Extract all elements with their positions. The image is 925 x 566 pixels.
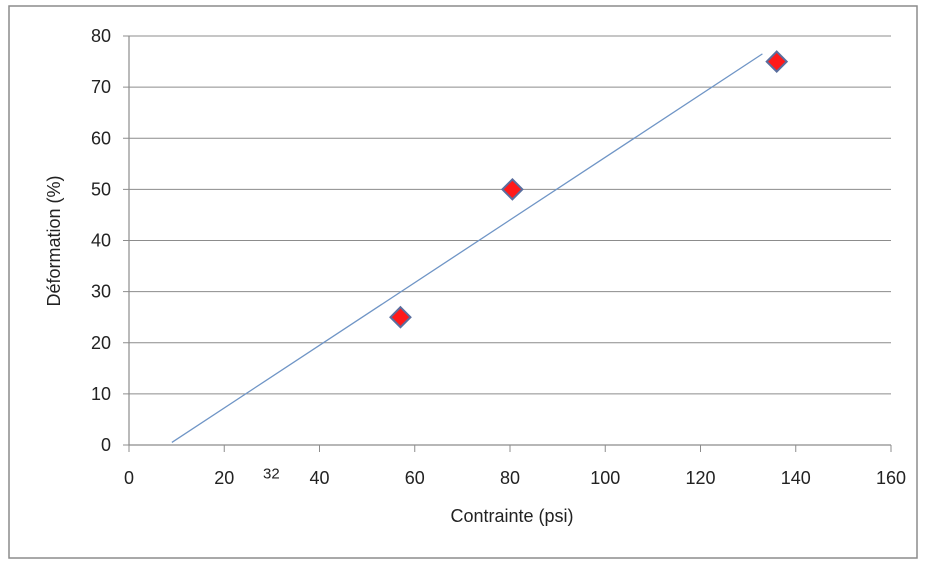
chart-outer-border [8,5,918,559]
y-axis-title: Déformation (%) [44,175,64,306]
tick-labels: 0 10 20 30 40 50 60 70 80 0 20 40 60 80 100 120 140 160 32 [91,26,906,488]
y-tick-label-10: 10 [91,384,111,404]
y-tick-label-0: 0 [101,435,111,455]
data-point-diamond-3 [765,50,789,73]
x-tick-label-160: 160 [876,468,906,488]
x-tick-label-140: 140 [781,468,811,488]
x-axis-title: Contrainte (psi) [450,506,573,526]
x-tick-label-20: 20 [214,468,234,488]
x-tick-label-0: 0 [124,468,134,488]
annotation-label-1: 32 [263,466,280,483]
y-tick-label-40: 40 [91,231,111,251]
x-tick-label-100: 100 [590,468,620,488]
x-tick-label-40: 40 [309,468,329,488]
trendline-layer [171,53,763,443]
y-tick-label-60: 60 [91,128,111,148]
y-tick-label-50: 50 [91,179,111,199]
y-tick-label-20: 20 [91,333,111,353]
linear-trendline [171,53,763,443]
data-point-diamond-1 [389,305,412,329]
data-points [389,50,789,329]
x-tick-label-60: 60 [405,468,425,488]
data-point-diamond-2 [500,177,524,201]
x-tick-label-80: 80 [500,468,520,488]
axes [123,35,892,452]
y-tick-label-30: 30 [91,282,111,302]
y-tick-label-70: 70 [91,77,111,97]
x-tick-label-120: 120 [685,468,715,488]
y-tick-label-80: 80 [91,26,111,46]
